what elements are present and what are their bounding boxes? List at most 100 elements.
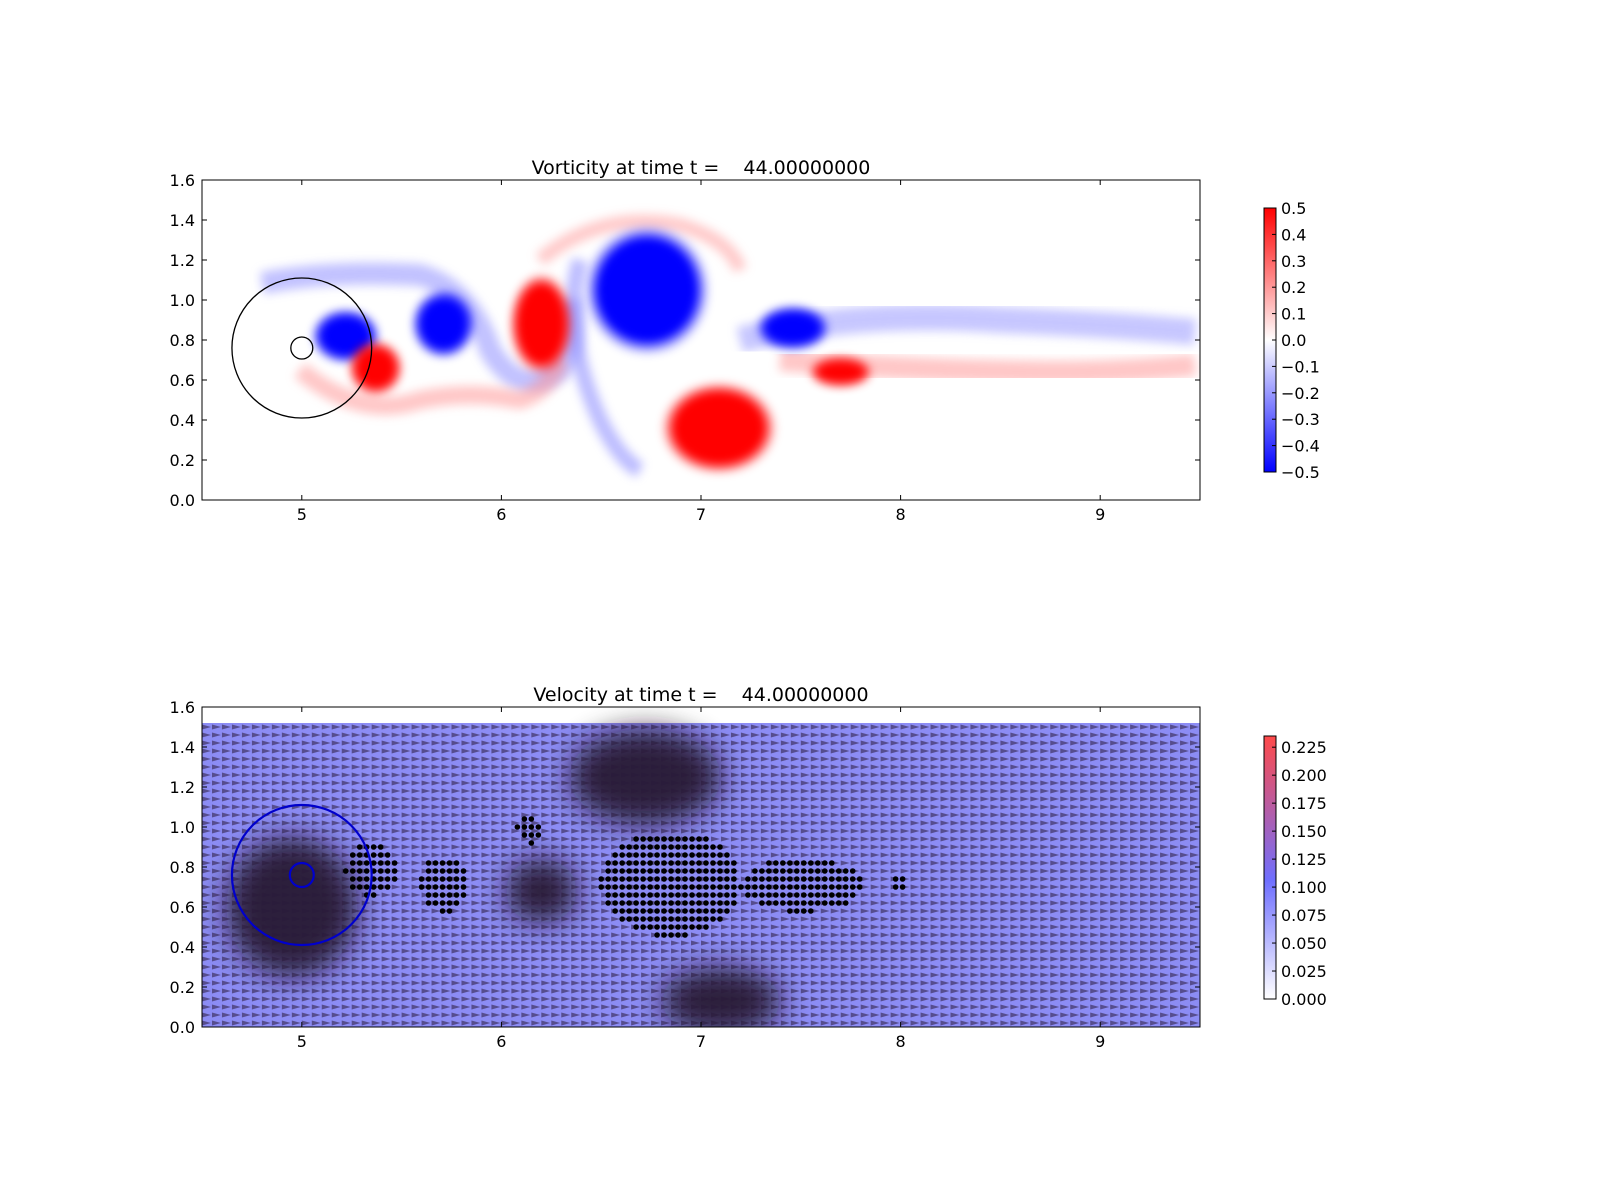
velocity-arrow xyxy=(591,764,601,770)
velocity-arrow xyxy=(820,996,830,1002)
velocity-arrow xyxy=(960,788,970,794)
y-tick-label: 1.2 xyxy=(170,251,195,270)
velocity-arrow xyxy=(1170,972,1180,978)
velocity-arrow xyxy=(291,844,301,850)
velocity-arrow xyxy=(351,932,361,938)
velocity-arrow xyxy=(461,796,471,802)
velocity-arrow xyxy=(221,836,231,842)
velocity-arrow xyxy=(1050,748,1060,754)
stagnation-dot xyxy=(696,860,702,866)
velocity-arrow xyxy=(691,804,701,810)
velocity-arrow xyxy=(361,948,371,954)
velocity-arrow xyxy=(451,788,461,794)
velocity-arrow xyxy=(1080,764,1090,770)
stagnation-dot xyxy=(647,916,653,922)
velocity-arrow xyxy=(561,796,571,802)
velocity-arrow xyxy=(1080,868,1090,874)
velocity-arrow xyxy=(1050,924,1060,930)
stagnation-dot xyxy=(675,860,681,866)
velocity-arrow xyxy=(441,796,451,802)
velocity-arrow xyxy=(281,732,291,738)
velocity-arrow xyxy=(251,892,261,898)
stagnation-dot xyxy=(696,836,702,842)
velocity-arrow xyxy=(431,772,441,778)
velocity-arrow xyxy=(1190,820,1200,826)
velocity-arrow xyxy=(750,852,760,858)
velocity-arrow xyxy=(1010,724,1020,730)
velocity-arrow xyxy=(860,852,870,858)
velocity-arrow xyxy=(820,924,830,930)
velocity-arrow xyxy=(1180,948,1190,954)
velocity-arrow xyxy=(1180,916,1190,922)
velocity-arrow xyxy=(1040,836,1050,842)
velocity-arrow xyxy=(601,740,611,746)
velocity-arrow xyxy=(850,900,860,906)
velocity-arrow xyxy=(1010,788,1020,794)
velocity-arrow xyxy=(311,860,321,866)
velocity-arrow xyxy=(900,748,910,754)
stagnation-dot xyxy=(892,876,899,882)
velocity-arrow xyxy=(1100,948,1110,954)
velocity-arrow xyxy=(910,988,920,994)
velocity-arrow xyxy=(960,972,970,978)
velocity-arrow xyxy=(1030,828,1040,834)
velocity-arrow xyxy=(631,940,641,946)
velocity-arrow xyxy=(341,724,351,730)
velocity-arrow xyxy=(920,724,930,730)
velocity-arrow xyxy=(261,772,271,778)
velocity-arrow xyxy=(441,956,451,962)
velocity-arrow xyxy=(681,764,691,770)
velocity-arrow xyxy=(241,860,251,866)
velocity-arrow xyxy=(830,940,840,946)
velocity-arrow xyxy=(401,764,411,770)
velocity-arrow xyxy=(1070,812,1080,818)
velocity-arrow xyxy=(880,980,890,986)
velocity-arrow xyxy=(281,932,291,938)
velocity-arrow xyxy=(1170,900,1180,906)
velocity-arrow xyxy=(641,996,651,1002)
velocity-arrow xyxy=(531,868,541,874)
velocity-arrow xyxy=(631,828,641,834)
velocity-arrow xyxy=(750,764,760,770)
velocity-arrow xyxy=(990,884,1000,890)
velocity-arrow xyxy=(551,740,561,746)
stagnation-dot xyxy=(661,900,667,906)
velocity-arrow xyxy=(1020,900,1030,906)
velocity-arrow xyxy=(521,932,531,938)
velocity-arrow xyxy=(661,724,671,730)
velocity-arrow xyxy=(700,932,710,938)
velocity-arrow xyxy=(511,876,521,882)
velocity-arrow xyxy=(231,1004,241,1010)
velocity-arrow xyxy=(621,956,631,962)
velocity-arrow xyxy=(591,780,601,786)
velocity-arrow xyxy=(451,828,461,834)
velocity-arrow xyxy=(860,844,870,850)
stagnation-dot xyxy=(745,892,751,898)
velocity-arrow xyxy=(671,972,681,978)
velocity-arrow xyxy=(211,932,221,938)
velocity-arrow xyxy=(341,860,351,866)
velocity-arrow xyxy=(1190,964,1200,970)
velocity-arrow xyxy=(581,764,591,770)
stagnation-dot xyxy=(682,868,688,874)
velocity-arrow xyxy=(621,748,631,754)
velocity-arrow xyxy=(481,756,491,762)
velocity-arrow xyxy=(311,764,321,770)
velocity-arrow xyxy=(870,1004,880,1010)
velocity-arrow xyxy=(211,860,221,866)
velocity-arrow xyxy=(471,876,481,882)
velocity-arrow xyxy=(511,988,521,994)
stagnation-dot xyxy=(446,876,453,882)
velocity-arrow xyxy=(1020,908,1030,914)
velocity-arrow xyxy=(1120,764,1130,770)
velocity-arrow xyxy=(730,916,740,922)
velocity-arrow xyxy=(910,980,920,986)
velocity-arrow xyxy=(930,1020,940,1026)
velocity-arrow xyxy=(790,764,800,770)
velocity-arrow xyxy=(451,732,461,738)
stagnation-dot xyxy=(647,868,653,874)
velocity-arrow xyxy=(391,828,401,834)
velocity-arrow xyxy=(441,820,451,826)
velocity-arrow xyxy=(411,756,421,762)
velocity-arrow xyxy=(1170,908,1180,914)
